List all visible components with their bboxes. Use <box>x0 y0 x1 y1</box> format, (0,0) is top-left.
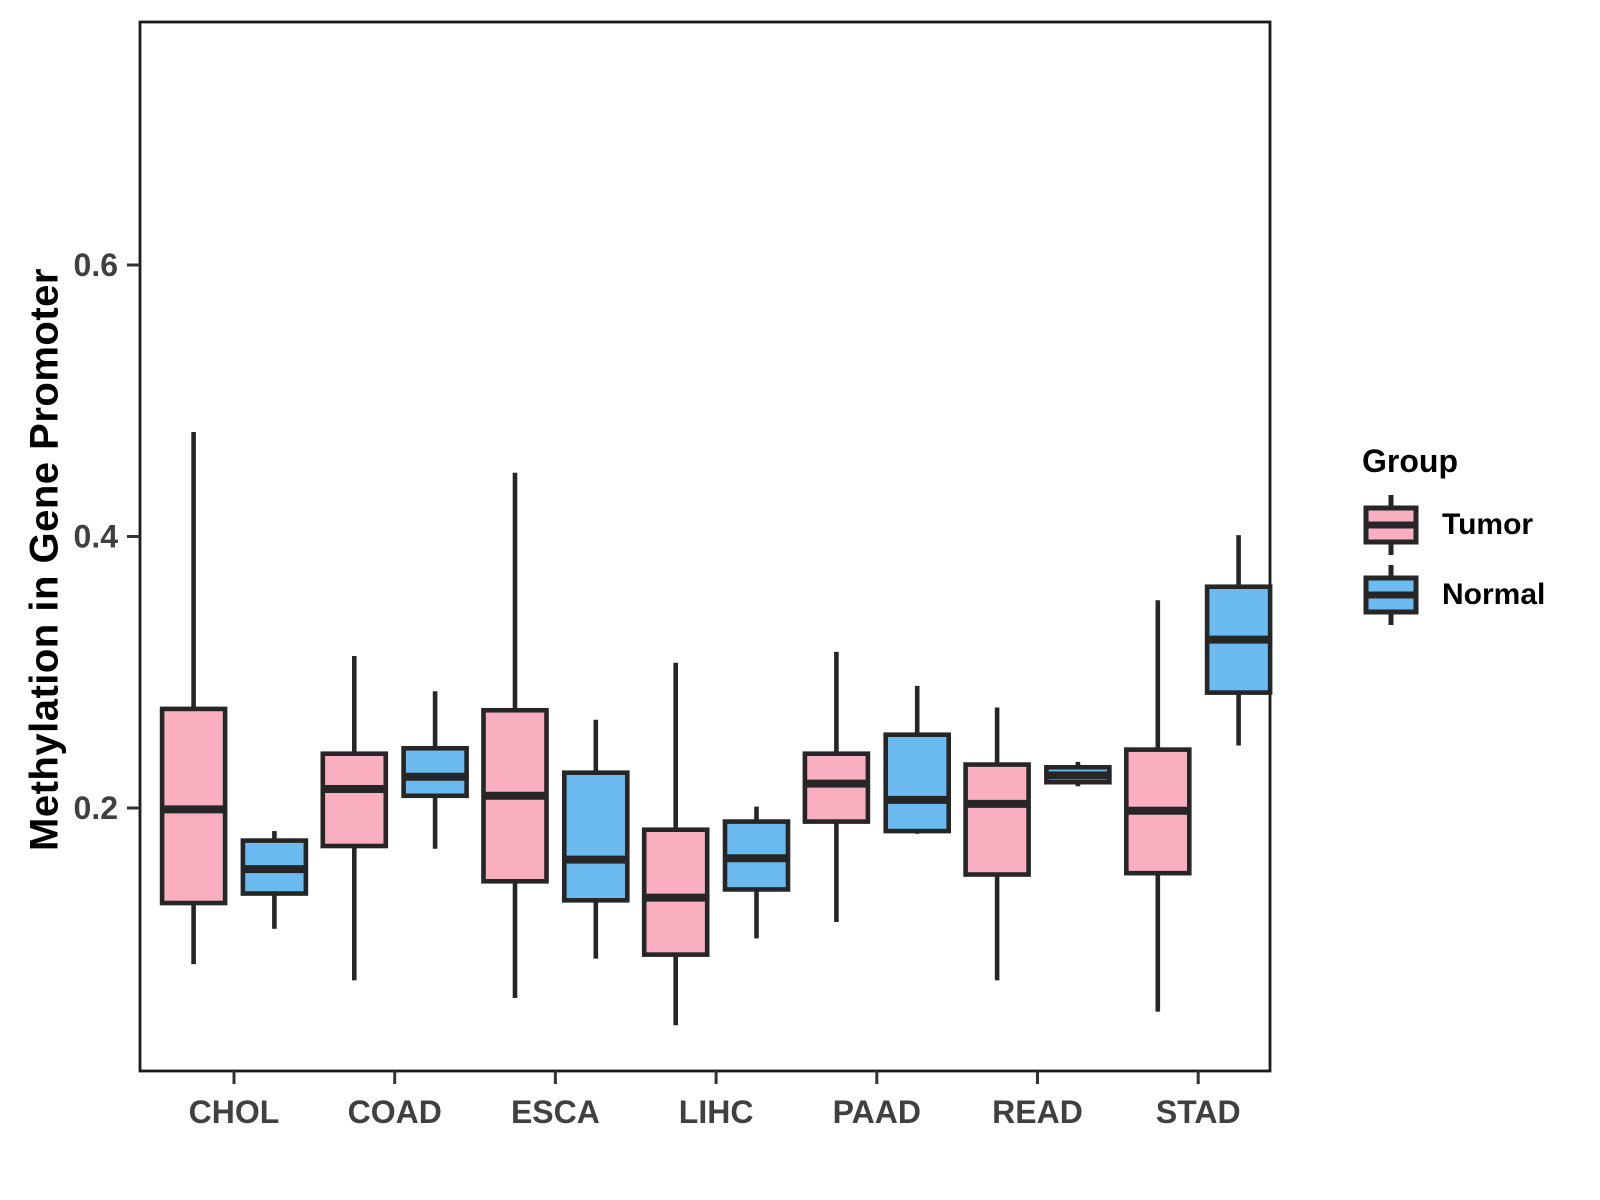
box-esca-normal-iqr <box>561 770 630 903</box>
box-read-tumor-iqr <box>963 762 1031 877</box>
box-coad-normal-iqr <box>401 745 469 799</box>
legend-title: Group <box>1362 443 1458 479</box>
x-tick-label: PAAD <box>833 1094 921 1130</box>
x-tick-label: READ <box>992 1094 1083 1130</box>
x-tick-label: ESCA <box>511 1094 600 1130</box>
legend-entry-normal: Normal <box>1362 564 1545 626</box>
box-paad-normal-iqr <box>883 732 952 834</box>
box-coad-tumor-iqr <box>320 751 389 849</box>
box-paad-tumor-iqr <box>802 751 871 824</box>
x-tick-label: CHOL <box>189 1094 280 1130</box>
x-tick-label: COAD <box>348 1094 442 1130</box>
boxplot-key-icon-normal <box>1363 565 1419 625</box>
box-lihc-tumor-iqr <box>641 827 710 957</box>
x-tick-label: STAD <box>1156 1094 1241 1130</box>
y-tick-label: 0.2 <box>74 790 118 826</box>
boxplot-key-icon-tumor <box>1363 495 1419 555</box>
legend-label-tumor: Tumor <box>1442 508 1534 541</box>
y-tick-label: 0.4 <box>74 519 119 555</box>
y-axis-title: Methylation in Gene Promoter <box>22 268 67 851</box>
y-tick-label: 0.6 <box>74 247 118 283</box>
x-tick-label: LIHC <box>679 1094 754 1130</box>
legend-label-normal: Normal <box>1442 578 1546 611</box>
legend: Group Tumor Normal <box>1362 443 1545 634</box>
legend-entry-tumor: Tumor <box>1362 494 1545 556</box>
